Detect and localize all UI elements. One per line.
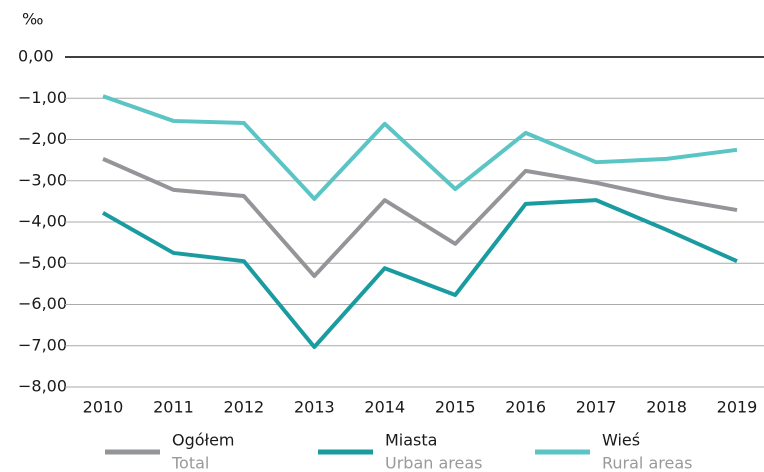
series-line <box>102 157 738 279</box>
y-tick-label: −1,00 <box>18 88 67 107</box>
x-tick-label: 2014 <box>364 398 405 417</box>
y-tick-label: −2,00 <box>18 129 67 148</box>
y-tick-label: 0,00 <box>18 47 54 66</box>
x-tick-label: 2017 <box>576 398 617 417</box>
legend-label: Wieś <box>602 431 640 450</box>
legend-sublabel: Rural areas <box>602 454 692 472</box>
legend-label: Ogółem <box>172 431 235 450</box>
y-tick-label: −7,00 <box>18 335 67 354</box>
x-tick-label: 2012 <box>224 398 265 417</box>
x-tick-label: 2011 <box>153 398 194 417</box>
y-tick-label: −8,00 <box>18 377 67 396</box>
x-tick-label: 2019 <box>717 398 758 417</box>
series-line <box>102 94 738 201</box>
x-tick-label: 2013 <box>294 398 335 417</box>
x-tick-label: 2015 <box>435 398 476 417</box>
y-tick-label: −4,00 <box>18 212 67 231</box>
y-tick-label: −6,00 <box>18 294 67 313</box>
series-line <box>102 198 738 349</box>
x-tick-label: 2016 <box>505 398 546 417</box>
legend-sublabel: Total <box>171 454 209 472</box>
x-tick-label: 2010 <box>83 398 124 417</box>
legend-label: Miasta <box>385 431 437 450</box>
y-tick-label: −5,00 <box>18 253 67 272</box>
x-tick-label: 2018 <box>646 398 687 417</box>
legend-sublabel: Urban areas <box>385 454 483 472</box>
y-tick-label: −3,00 <box>18 170 67 189</box>
y-unit: ‰ <box>22 10 43 29</box>
